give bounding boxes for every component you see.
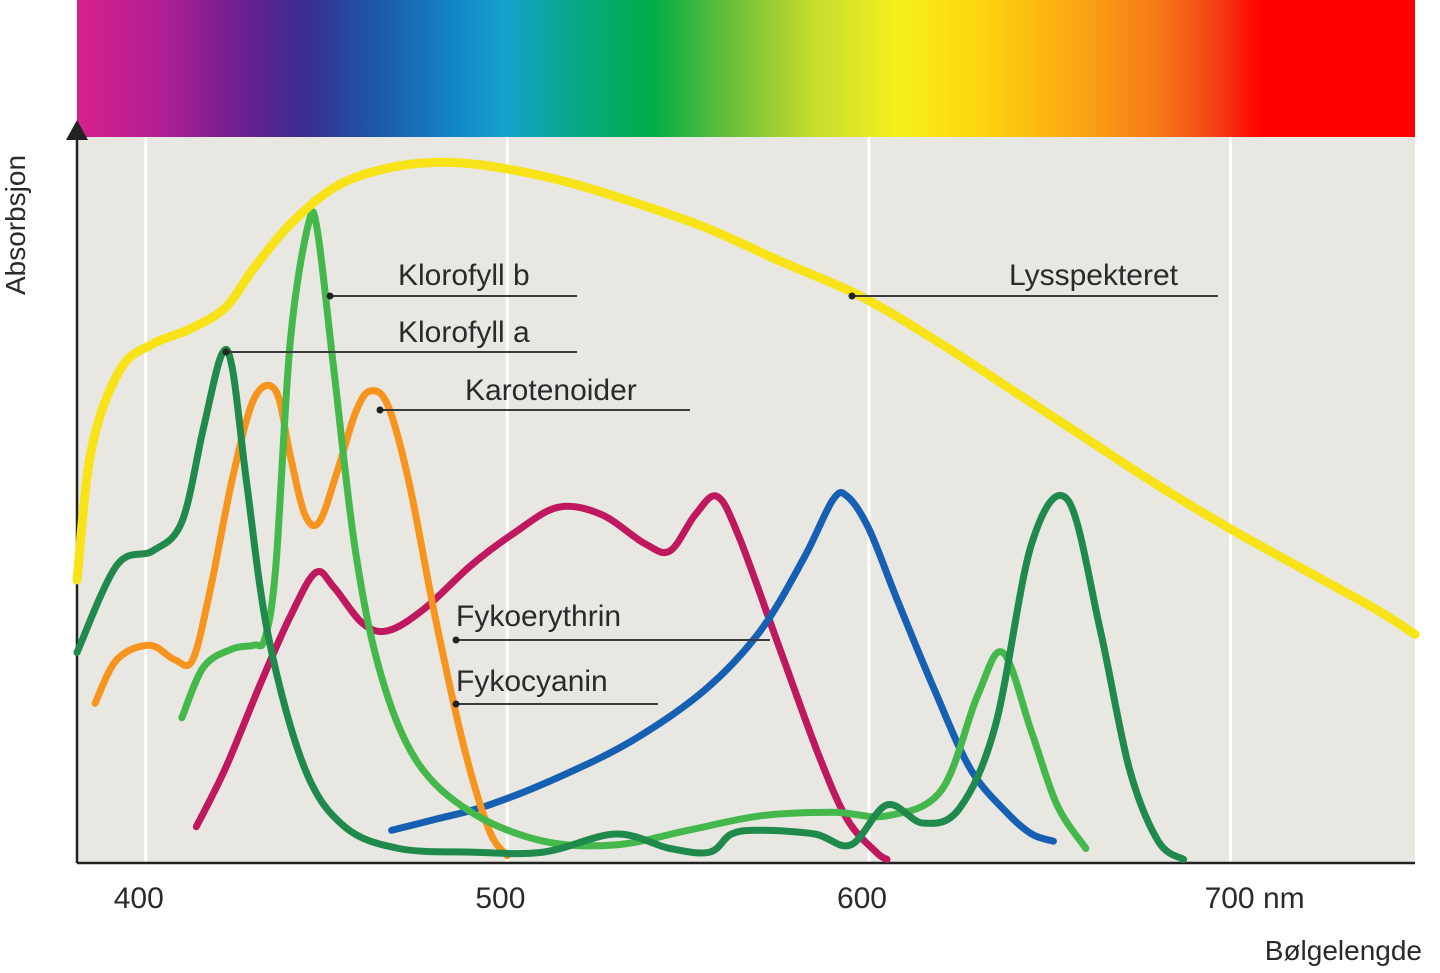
series-label-fykocyanin: Fykocyanin <box>456 665 608 698</box>
x-tick-label-700: 700 nm <box>1205 882 1305 915</box>
axes <box>66 120 1415 865</box>
series-label-lysspekteret: Lysspekteret <box>1009 259 1179 292</box>
series-label-karotenoider: Karotenoider <box>465 374 637 407</box>
label-leader-lines <box>222 292 1218 708</box>
leader-dot-fykocyanin <box>452 700 460 708</box>
series-label-klorofyll-a: Klorofyll a <box>398 316 530 349</box>
leader-dot-klorofyll-a <box>222 348 230 356</box>
leader-dot-fykoerythrin <box>452 636 460 644</box>
grid-lines <box>144 137 1233 863</box>
series-line-lysspekteret <box>72 157 1420 639</box>
x-axis-label: Bølgelengde <box>1265 935 1422 966</box>
leader-dot-klorofyll-b <box>326 292 334 300</box>
x-tick-label-600: 600 <box>837 882 887 915</box>
series-label-fykoerythrin: Fykoerythrin <box>456 600 621 633</box>
x-tick-labels: 400 500 600 700 nm <box>114 882 1305 915</box>
series-labels: Klorofyll b Klorofyll a Karotenoider Lys… <box>398 259 1179 698</box>
y-axis-arrow-icon <box>66 120 88 140</box>
series-line-fykocyanin <box>388 489 1057 845</box>
series-line-karotenoider <box>91 381 511 860</box>
series-line-klorofyll-b <box>178 208 1090 852</box>
leader-dot-lysspekteret <box>848 292 856 300</box>
y-axis-label: Absorbsjon <box>0 155 31 295</box>
series-label-klorofyll-b: Klorofyll b <box>398 259 530 292</box>
spectrum-color-bar <box>77 0 1415 137</box>
series-line-fykoerythrin <box>192 492 891 863</box>
x-tick-label-400: 400 <box>114 882 164 915</box>
leader-dot-karotenoider <box>376 406 384 414</box>
x-tick-label-500: 500 <box>475 882 525 915</box>
series-curves <box>72 157 1420 863</box>
